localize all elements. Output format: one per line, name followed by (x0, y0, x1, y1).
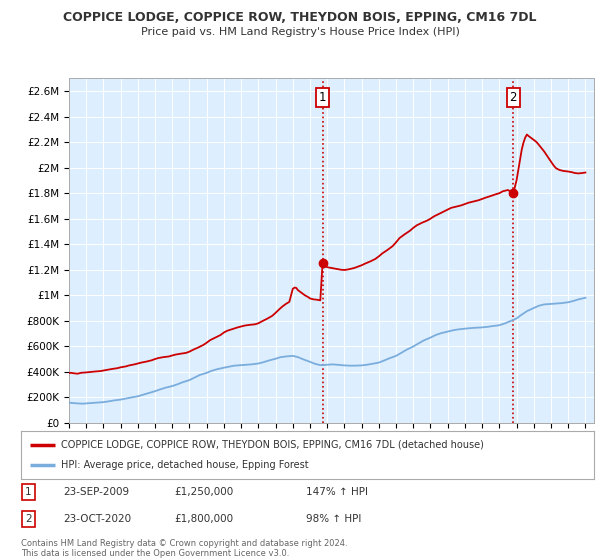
Text: HPI: Average price, detached house, Epping Forest: HPI: Average price, detached house, Eppi… (61, 460, 309, 470)
Text: £1,800,000: £1,800,000 (174, 514, 233, 524)
Text: 147% ↑ HPI: 147% ↑ HPI (306, 487, 368, 497)
Text: 23-SEP-2009: 23-SEP-2009 (63, 487, 129, 497)
Text: 1: 1 (25, 487, 32, 497)
Text: Price paid vs. HM Land Registry's House Price Index (HPI): Price paid vs. HM Land Registry's House … (140, 27, 460, 37)
Text: COPPICE LODGE, COPPICE ROW, THEYDON BOIS, EPPING, CM16 7DL: COPPICE LODGE, COPPICE ROW, THEYDON BOIS… (63, 11, 537, 24)
Text: 1: 1 (319, 91, 326, 104)
Text: £1,250,000: £1,250,000 (174, 487, 233, 497)
Text: COPPICE LODGE, COPPICE ROW, THEYDON BOIS, EPPING, CM16 7DL (detached house): COPPICE LODGE, COPPICE ROW, THEYDON BOIS… (61, 440, 484, 450)
Text: 2: 2 (25, 514, 32, 524)
Text: Contains HM Land Registry data © Crown copyright and database right 2024.
This d: Contains HM Land Registry data © Crown c… (21, 539, 347, 558)
Text: 98% ↑ HPI: 98% ↑ HPI (306, 514, 361, 524)
Text: 2: 2 (509, 91, 517, 104)
Text: 23-OCT-2020: 23-OCT-2020 (63, 514, 131, 524)
